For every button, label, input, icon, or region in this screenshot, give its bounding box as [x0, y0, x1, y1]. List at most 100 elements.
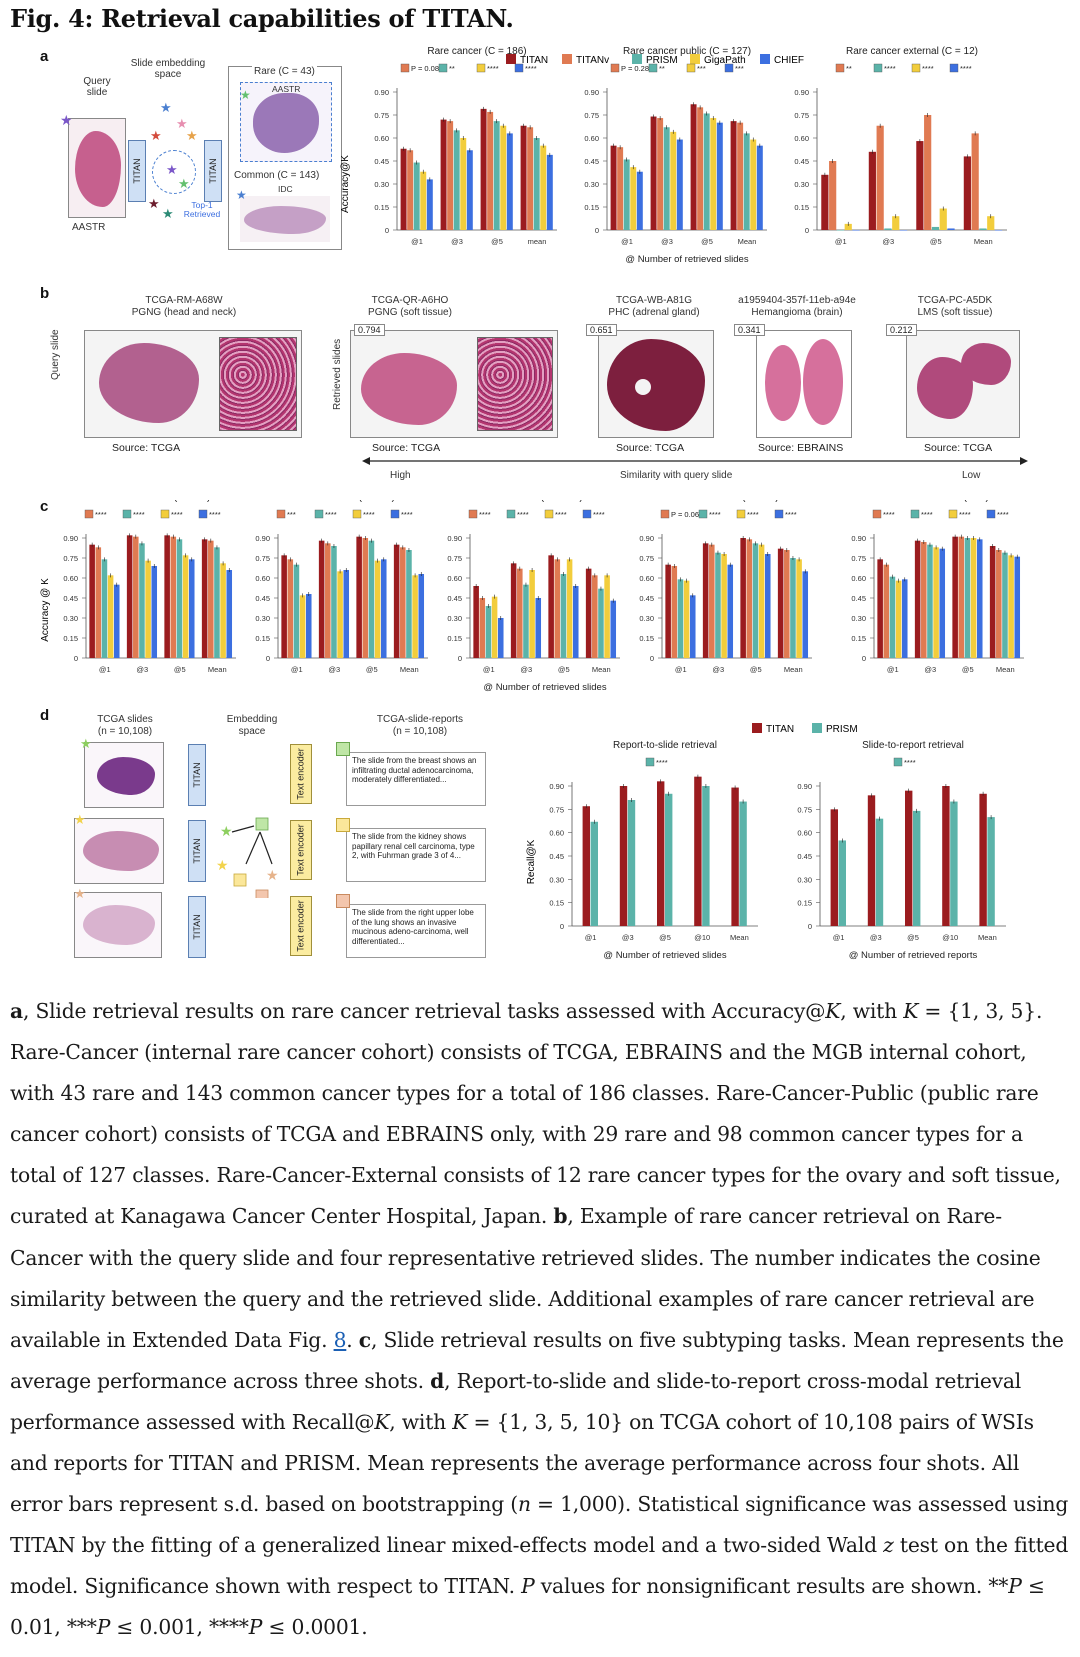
- chart-title: EBRAINS (C = 30): [695, 500, 778, 503]
- chart-ebrains: EBRAINS (C = 30) P = 0.068 **** **** **** 0 0.…: [639, 500, 812, 674]
- x-tick-label: @3: [136, 665, 148, 674]
- svg-text:★: ★: [266, 867, 279, 883]
- bar: [895, 580, 902, 658]
- bar: [517, 568, 523, 658]
- bar: [151, 566, 158, 658]
- report-text: The slide from the kidney shows papillar…: [346, 828, 486, 882]
- significance-swatch: [660, 509, 670, 519]
- significance-swatch: [645, 757, 655, 767]
- significance-label: ****: [884, 64, 896, 73]
- y-tick-label: 0.15: [797, 899, 812, 908]
- text-encoder-label: Text encoder: [295, 824, 306, 876]
- legend-swatch: [506, 54, 516, 64]
- x-tick-label: @3: [520, 665, 532, 674]
- y-tick-label: 0.75: [255, 554, 270, 563]
- star-icon: ★: [186, 128, 198, 143]
- bar: [867, 795, 876, 926]
- rare-item-label: AASTR: [272, 84, 301, 94]
- legend-swatch: [812, 723, 822, 733]
- legend-swatch: [632, 54, 642, 64]
- bar: [582, 806, 590, 926]
- bar: [337, 571, 343, 658]
- y-tick-label: 0.30: [639, 614, 654, 623]
- svg-text:★: ★: [220, 823, 233, 839]
- bar: [939, 208, 947, 230]
- bar: [540, 145, 547, 230]
- significance-swatch: [506, 509, 516, 519]
- bar: [440, 119, 447, 230]
- x-tick-label: @1: [833, 933, 845, 942]
- slide-source: Source: TCGA: [372, 442, 441, 454]
- bar: [758, 544, 765, 658]
- bar: [952, 536, 958, 658]
- slide-dx: Hemangioma (brain): [751, 307, 843, 318]
- bar: [89, 544, 95, 658]
- bar: [852, 230, 860, 231]
- y-tick-label: 0.75: [584, 111, 599, 120]
- x-tick-label: @1: [621, 237, 633, 246]
- x-axis-label: @ Number of retrieved reports: [849, 950, 978, 961]
- y-tick-label: 0.15: [255, 634, 270, 643]
- y-tick-label: 0: [266, 654, 270, 663]
- titan-encoder-box: TITAN: [188, 896, 206, 958]
- retrieved-slide-image: [350, 330, 558, 438]
- titan-encoder-box: TITAN: [188, 744, 206, 806]
- panel-letter-b: b: [40, 285, 50, 302]
- x-tick-label: @5: [930, 237, 942, 246]
- bar: [677, 579, 684, 658]
- bar: [305, 594, 312, 658]
- bar: [1008, 555, 1014, 658]
- bar: [592, 575, 598, 658]
- significance-label: ****: [785, 510, 797, 519]
- bar: [836, 230, 845, 231]
- report-marker: [336, 742, 350, 756]
- high-label: High: [390, 470, 411, 481]
- y-tick-label: 0.60: [447, 574, 462, 583]
- bar: [743, 133, 750, 230]
- bar: [958, 536, 965, 658]
- significance-swatch: [544, 509, 554, 519]
- bar: [964, 538, 971, 658]
- retrieved-slide-image: [756, 330, 852, 438]
- significance-swatch: [736, 509, 746, 519]
- bar: [731, 787, 739, 926]
- text-encoder-box: Text encoder: [290, 744, 312, 804]
- panel-letter-c: c: [40, 498, 49, 515]
- y-tick-label: 0.45: [255, 594, 270, 603]
- y-tick-label: 0.90: [549, 782, 564, 791]
- significance-label: ****: [960, 64, 972, 73]
- bar: [604, 575, 610, 658]
- y-tick-label: 0: [862, 654, 866, 663]
- bar: [702, 786, 710, 926]
- y-tick-label: 0: [650, 654, 654, 663]
- star-icon: ★: [148, 196, 160, 211]
- significance-swatch: [276, 509, 286, 519]
- bar: [914, 540, 921, 658]
- slide-header: TCGA-QR-A6HO PGNG (soft tissue): [350, 295, 470, 319]
- x-tick-label: @1: [411, 237, 423, 246]
- tcga-slides-label: TCGA slides (n = 10,108): [80, 714, 170, 738]
- bar: [892, 216, 900, 230]
- bar: [466, 150, 473, 230]
- significance-label: ****: [555, 510, 567, 519]
- bar: [220, 563, 226, 658]
- rare-box-label: Rare (C = 43): [252, 66, 317, 77]
- significance-swatch: [514, 63, 524, 73]
- bar: [287, 559, 294, 658]
- slide-dx: PGNG (head and neck): [131, 307, 237, 318]
- star-icon: ★: [150, 128, 162, 143]
- x-tick-label: @3: [870, 933, 882, 942]
- bar: [343, 570, 350, 658]
- bar: [188, 559, 195, 658]
- x-tick-label: Mean: [974, 237, 993, 246]
- query-axis-label: Query slide: [50, 329, 61, 380]
- report-marker: [336, 818, 350, 832]
- bar: [913, 810, 921, 926]
- bar: [921, 542, 927, 658]
- x-tick-label: @5: [491, 237, 503, 246]
- bar: [875, 818, 884, 926]
- y-tick-label: 0: [385, 226, 389, 235]
- slide-id: TCGA-QR-A6HO: [371, 295, 449, 306]
- y-tick-label: 0.75: [63, 554, 78, 563]
- chart-title: OT108 (C = 108): [507, 500, 582, 503]
